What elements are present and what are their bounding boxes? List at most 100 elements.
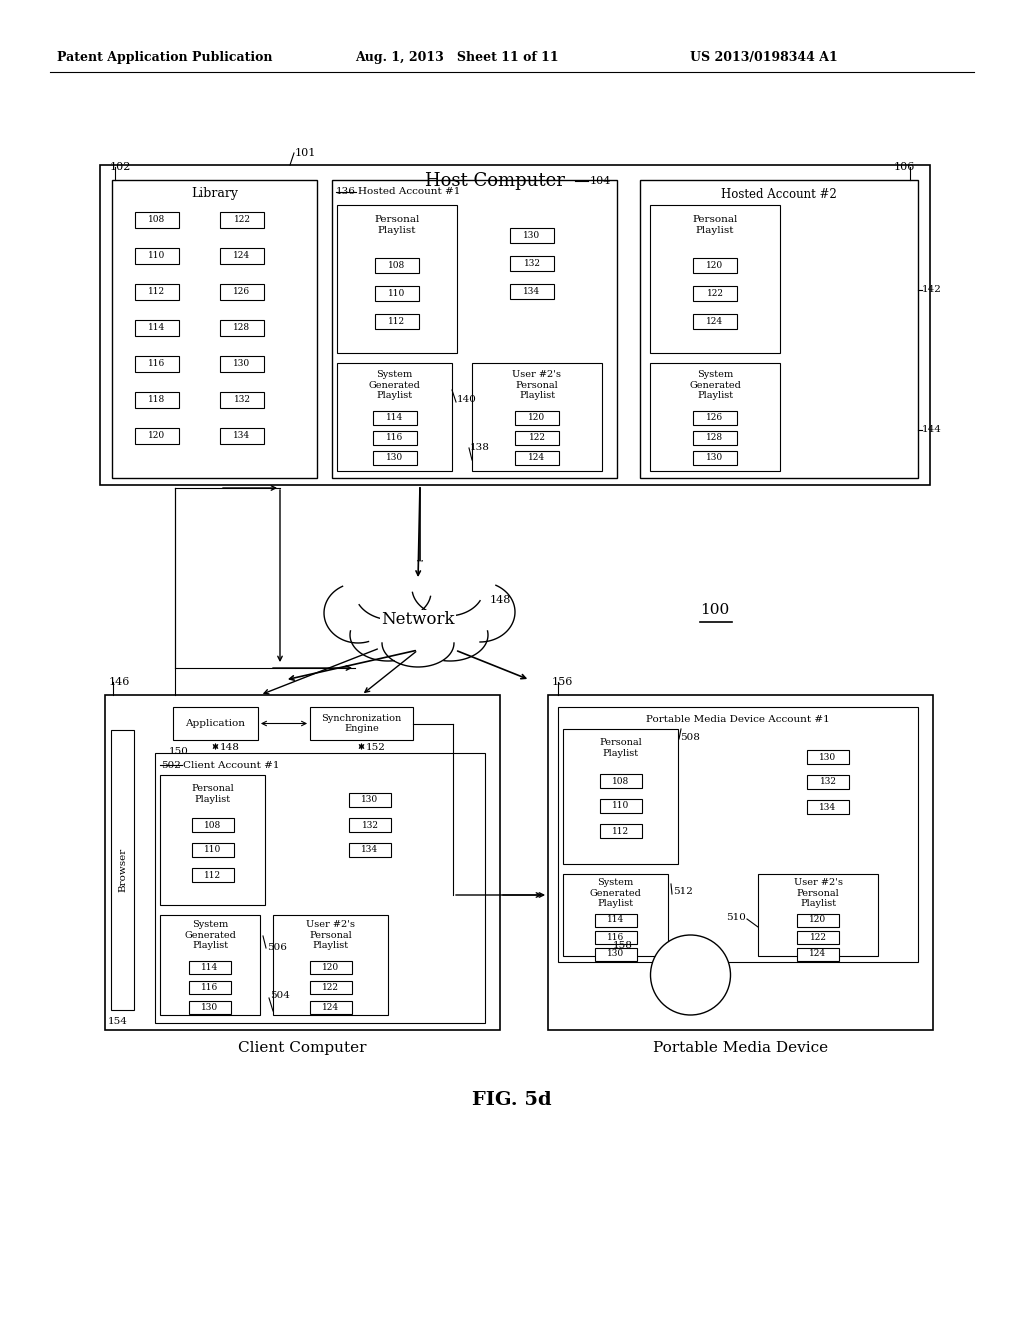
Bar bbox=[310, 708, 413, 741]
Text: 102: 102 bbox=[110, 162, 131, 172]
Bar bbox=[599, 824, 641, 838]
Bar bbox=[650, 363, 780, 471]
Bar bbox=[373, 451, 417, 465]
Bar bbox=[220, 319, 264, 337]
Text: 508: 508 bbox=[680, 733, 699, 742]
Bar bbox=[510, 227, 554, 243]
Bar bbox=[640, 180, 918, 478]
Text: 110: 110 bbox=[148, 252, 166, 260]
Text: 116: 116 bbox=[386, 433, 403, 442]
Text: Client Computer: Client Computer bbox=[239, 1041, 367, 1055]
Text: 106: 106 bbox=[894, 162, 915, 172]
Text: 124: 124 bbox=[322, 1002, 339, 1011]
Bar bbox=[599, 799, 641, 813]
Bar bbox=[558, 708, 918, 962]
Bar bbox=[105, 696, 500, 1030]
Text: 134: 134 bbox=[361, 846, 379, 854]
Text: 132: 132 bbox=[233, 396, 251, 404]
Bar bbox=[373, 411, 417, 425]
Bar bbox=[189, 961, 231, 974]
Bar bbox=[595, 913, 637, 927]
Text: System
Generated
Playlist: System Generated Playlist bbox=[590, 878, 641, 908]
Bar bbox=[309, 1001, 351, 1014]
Bar bbox=[189, 981, 231, 994]
Text: 126: 126 bbox=[233, 288, 251, 297]
Bar bbox=[797, 948, 839, 961]
Bar bbox=[189, 1001, 231, 1014]
Ellipse shape bbox=[353, 562, 433, 622]
Bar bbox=[563, 729, 678, 865]
Bar bbox=[693, 451, 737, 465]
Text: 114: 114 bbox=[148, 323, 166, 333]
Bar bbox=[595, 948, 637, 961]
Text: Synchronization
Engine: Synchronization Engine bbox=[322, 714, 401, 733]
Text: 512: 512 bbox=[673, 887, 693, 896]
Bar bbox=[220, 356, 264, 372]
Bar bbox=[160, 775, 265, 906]
Bar bbox=[510, 256, 554, 271]
Text: 130: 130 bbox=[523, 231, 541, 239]
Text: 108: 108 bbox=[148, 215, 166, 224]
Bar bbox=[349, 793, 391, 807]
Text: 130: 130 bbox=[607, 949, 624, 958]
Text: 130: 130 bbox=[361, 796, 379, 804]
Bar bbox=[220, 284, 264, 300]
Text: 122: 122 bbox=[233, 215, 251, 224]
Bar bbox=[693, 285, 737, 301]
Text: Personal
Playlist: Personal Playlist bbox=[692, 215, 737, 235]
Text: 148: 148 bbox=[219, 742, 240, 751]
Text: Patent Application Publication: Patent Application Publication bbox=[57, 51, 272, 65]
Text: 136: 136 bbox=[336, 187, 356, 197]
Bar bbox=[563, 874, 668, 956]
Text: Host Computer: Host Computer bbox=[425, 172, 565, 190]
Text: 110: 110 bbox=[204, 846, 221, 854]
Bar bbox=[220, 248, 264, 264]
Text: 146: 146 bbox=[109, 677, 130, 686]
Bar bbox=[112, 180, 317, 478]
Text: 120: 120 bbox=[148, 432, 166, 441]
Text: Browser: Browser bbox=[118, 847, 127, 892]
Text: User #2's
Personal
Playlist: User #2's Personal Playlist bbox=[306, 920, 355, 950]
Text: Personal
Playlist: Personal Playlist bbox=[375, 215, 420, 235]
Text: 122: 122 bbox=[322, 982, 339, 991]
Bar bbox=[807, 750, 849, 764]
Text: Portable Media Device: Portable Media Device bbox=[653, 1041, 828, 1055]
Text: 114: 114 bbox=[386, 413, 403, 422]
Text: 116: 116 bbox=[607, 932, 624, 941]
Text: System
Generated
Playlist: System Generated Playlist bbox=[369, 370, 421, 400]
Text: 122: 122 bbox=[528, 433, 546, 442]
Ellipse shape bbox=[372, 616, 464, 668]
Bar bbox=[515, 432, 559, 445]
Bar bbox=[693, 411, 737, 425]
Bar bbox=[135, 319, 179, 337]
Text: 130: 130 bbox=[202, 1002, 218, 1011]
Bar bbox=[160, 915, 260, 1015]
Bar bbox=[309, 961, 351, 974]
Text: 154: 154 bbox=[108, 1018, 128, 1027]
Bar bbox=[220, 428, 264, 444]
Text: 510: 510 bbox=[726, 912, 746, 921]
Text: Portable Media Device Account #1: Portable Media Device Account #1 bbox=[646, 714, 829, 723]
Text: 134: 134 bbox=[523, 286, 541, 296]
Bar bbox=[375, 314, 419, 329]
Text: 112: 112 bbox=[148, 288, 166, 297]
Text: 124: 124 bbox=[809, 949, 826, 958]
Bar bbox=[807, 800, 849, 814]
Text: 140: 140 bbox=[457, 396, 477, 404]
Bar bbox=[515, 451, 559, 465]
Ellipse shape bbox=[438, 581, 518, 649]
Text: 128: 128 bbox=[233, 323, 251, 333]
Text: System
Generated
Playlist: System Generated Playlist bbox=[689, 370, 741, 400]
Text: 116: 116 bbox=[202, 982, 219, 991]
Text: 132: 132 bbox=[523, 259, 541, 268]
Text: 112: 112 bbox=[612, 826, 629, 836]
Text: 120: 120 bbox=[322, 962, 339, 972]
Bar bbox=[135, 213, 179, 228]
Text: 118: 118 bbox=[148, 396, 166, 404]
Bar bbox=[220, 213, 264, 228]
Bar bbox=[100, 165, 930, 484]
Bar bbox=[337, 205, 457, 352]
Bar bbox=[375, 285, 419, 301]
Bar bbox=[191, 818, 233, 832]
Text: 104: 104 bbox=[590, 176, 611, 186]
